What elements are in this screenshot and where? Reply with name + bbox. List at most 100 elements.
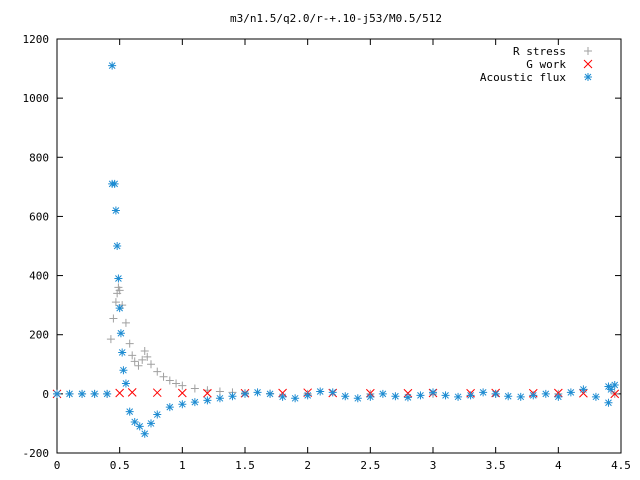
x-tick-label: 4.5 xyxy=(611,459,631,472)
data-point xyxy=(479,388,488,397)
data-point xyxy=(109,314,118,323)
data-point xyxy=(529,391,538,400)
data-point xyxy=(111,298,120,307)
data-point xyxy=(566,388,575,397)
data-point xyxy=(416,391,425,400)
data-point xyxy=(153,367,162,376)
data-point xyxy=(159,372,168,381)
data-point xyxy=(90,389,99,398)
legend-marker xyxy=(584,47,592,55)
data-point xyxy=(152,388,162,398)
data-point xyxy=(115,388,125,398)
data-point xyxy=(106,335,115,344)
data-point xyxy=(591,392,600,401)
y-tick-label: 400 xyxy=(29,270,49,283)
data-point xyxy=(115,286,124,295)
data-point xyxy=(403,388,413,398)
data-point xyxy=(378,389,387,398)
data-point xyxy=(172,379,181,388)
data-point xyxy=(253,388,262,397)
data-point xyxy=(116,329,125,338)
data-point xyxy=(147,419,155,428)
data-point xyxy=(341,392,350,401)
data-point xyxy=(554,392,563,401)
data-point xyxy=(153,410,162,419)
data-point xyxy=(203,396,212,405)
data-point xyxy=(610,380,619,389)
data-point xyxy=(165,376,174,385)
y-tick-label: 0 xyxy=(42,388,49,401)
data-point xyxy=(111,206,120,215)
series-1 xyxy=(53,283,619,398)
x-tick-label: 4 xyxy=(555,459,562,472)
data-point xyxy=(228,392,237,401)
data-point xyxy=(215,387,224,396)
data-point xyxy=(128,351,137,360)
data-point xyxy=(134,361,143,370)
data-point xyxy=(316,387,325,396)
data-point xyxy=(579,385,588,394)
data-point xyxy=(504,392,513,401)
data-point xyxy=(53,389,61,398)
data-point xyxy=(291,394,300,403)
data-point xyxy=(110,179,119,188)
data-point xyxy=(125,339,134,348)
data-point xyxy=(143,352,152,361)
data-point xyxy=(441,391,450,400)
legend-label: R stress xyxy=(513,45,566,58)
data-point xyxy=(138,355,147,364)
y-tick-label: 800 xyxy=(29,151,49,164)
data-point xyxy=(429,388,437,397)
data-point xyxy=(491,389,500,398)
data-point xyxy=(140,429,149,438)
data-point xyxy=(215,394,224,403)
x-tick-label: 1 xyxy=(179,459,186,472)
data-point xyxy=(190,384,199,393)
data-point xyxy=(103,389,112,398)
data-point xyxy=(78,389,87,398)
x-tick-label: 3 xyxy=(430,459,437,472)
data-point xyxy=(65,389,74,398)
legend-marker xyxy=(584,73,592,81)
y-tick-label: 1200 xyxy=(23,33,50,46)
data-point xyxy=(278,392,287,401)
data-point xyxy=(266,389,275,398)
data-point xyxy=(135,422,144,431)
axes: 0 0.5 1 1.5 2 2.5 3 3.5 4 4.5 -200 0 200 400 600 800 100… xyxy=(23,33,631,472)
data-point xyxy=(366,392,375,401)
data-point xyxy=(130,417,139,426)
data-point xyxy=(241,389,249,398)
y-tick-label: -200 xyxy=(23,447,50,460)
data-point xyxy=(303,391,312,400)
chart-title: m3/n1.5/q2.0/r-+.10-j53/M0.5/512 xyxy=(230,12,442,25)
data-point xyxy=(454,392,463,401)
data-point xyxy=(121,379,130,388)
series-3 xyxy=(53,61,619,438)
data-point xyxy=(119,366,128,375)
data-point xyxy=(178,381,187,390)
data-point xyxy=(118,348,127,357)
x-tick-label: 2 xyxy=(304,459,311,472)
y-tick-label: 200 xyxy=(29,329,49,342)
x-tick-label: 0 xyxy=(54,459,61,472)
data-point xyxy=(121,318,130,327)
data-point xyxy=(541,389,550,398)
data-marks xyxy=(52,61,620,438)
data-point xyxy=(165,403,174,412)
data-point xyxy=(178,400,187,409)
x-tick-label: 2.5 xyxy=(360,459,380,472)
legend-label: G work xyxy=(526,58,566,71)
legend-marker xyxy=(583,59,593,69)
plot-frame xyxy=(56,38,622,454)
data-point xyxy=(114,274,123,283)
y-tick-label: 1000 xyxy=(23,92,50,105)
data-point xyxy=(516,392,525,401)
x-tick-label: 0.5 xyxy=(110,459,130,472)
data-point xyxy=(113,242,122,250)
data-point xyxy=(403,393,412,402)
data-point xyxy=(353,394,362,403)
data-point xyxy=(466,391,475,400)
data-point xyxy=(604,398,613,407)
